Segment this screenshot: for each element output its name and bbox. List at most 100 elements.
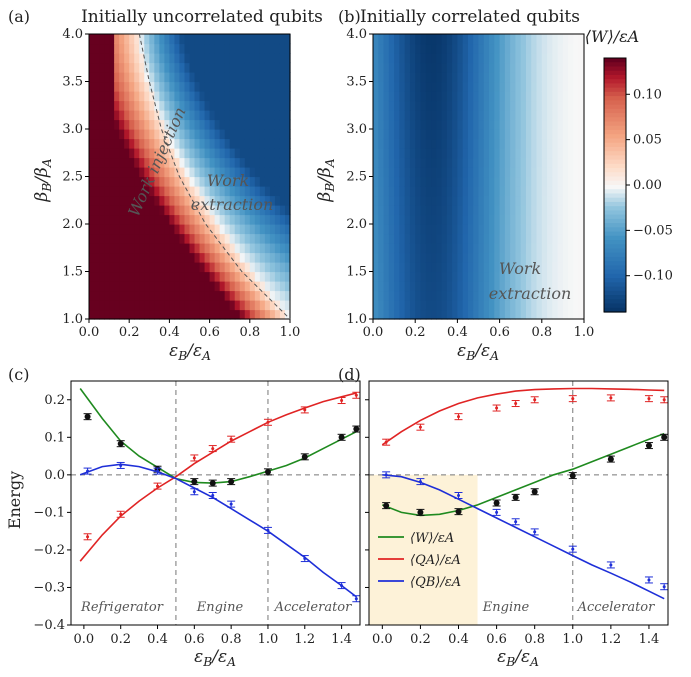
heatmap-cell xyxy=(134,81,140,92)
heatmap-cell xyxy=(541,148,548,159)
heatmap-cell xyxy=(164,100,171,111)
heatmap-cell xyxy=(457,167,464,178)
heatmap-cell xyxy=(269,214,276,225)
heatmap-cell xyxy=(541,100,548,111)
heatmap-cell xyxy=(467,119,474,130)
heatmap-cell xyxy=(420,43,427,54)
heatmap-cell xyxy=(378,148,385,159)
heatmap-cell xyxy=(169,72,176,83)
heatmap-cell xyxy=(420,129,427,140)
heatmap-cell xyxy=(264,233,271,244)
heatmap-cell xyxy=(219,214,226,225)
heatmap-cell xyxy=(547,62,553,73)
heatmap-cell xyxy=(209,81,216,92)
heatmap-cell xyxy=(194,290,201,301)
heatmap-cell xyxy=(420,252,427,263)
heatmap-cell xyxy=(124,205,130,216)
heatmap-cell xyxy=(415,205,422,216)
heatmap-cell xyxy=(373,243,379,254)
heatmap-cell xyxy=(139,167,145,178)
heatmap-cell xyxy=(194,214,201,225)
heatmap-cell xyxy=(204,62,211,73)
heatmap-cell xyxy=(489,309,495,320)
colorbar-segment xyxy=(604,282,626,288)
heatmap-cell xyxy=(483,148,490,159)
heatmap-cell xyxy=(441,233,448,244)
heatmap-cell xyxy=(483,53,490,64)
heatmap-cell xyxy=(124,224,130,235)
colorbar-segment xyxy=(604,142,626,148)
heatmap-cell xyxy=(234,252,241,263)
heatmap-cell xyxy=(394,81,400,92)
heatmap-cell xyxy=(494,290,501,301)
heatmap-cell xyxy=(536,148,543,159)
heatmap-cell xyxy=(467,100,474,111)
heatmap-cell xyxy=(457,224,464,235)
heatmap-cell xyxy=(264,309,271,320)
heatmap-cell xyxy=(562,186,569,197)
heatmap-cell xyxy=(383,243,390,254)
heatmap-cell xyxy=(431,110,437,121)
heatmap-cell xyxy=(174,195,181,206)
heatmap-cell xyxy=(425,167,432,178)
heatmap-cell xyxy=(383,157,390,168)
heatmap-cell xyxy=(452,214,459,225)
heatmap-cell xyxy=(254,252,261,263)
heatmap-cell xyxy=(129,34,135,45)
heatmap-cell xyxy=(139,129,145,140)
heatmap-cell xyxy=(489,290,495,301)
heatmap-cell xyxy=(109,43,115,54)
heatmap-cell xyxy=(124,129,130,140)
heatmap-cell xyxy=(573,262,580,273)
heatmap-cell xyxy=(179,43,186,54)
heatmap-cell xyxy=(169,214,176,225)
heatmap-cell xyxy=(473,205,480,216)
heatmap-cell xyxy=(164,309,171,320)
heatmap-cell xyxy=(244,119,251,130)
heatmap-cell xyxy=(557,205,564,216)
heatmap-cell xyxy=(174,43,181,54)
heatmap-cell xyxy=(457,72,464,83)
heatmap-cell xyxy=(404,43,411,54)
heatmap-cell xyxy=(259,300,266,311)
heatmap-cell xyxy=(189,129,196,140)
heatmap-cell xyxy=(541,309,548,320)
heatmap-cell xyxy=(536,205,543,216)
heatmap-cell xyxy=(494,100,501,111)
heatmap-cell xyxy=(134,110,140,121)
heatmap-cell xyxy=(174,110,181,121)
heatmap-cell xyxy=(520,300,527,311)
colorbar-segment xyxy=(604,231,626,237)
heatmap-cell xyxy=(169,157,176,168)
heatmap-cell xyxy=(536,186,543,197)
heatmap-cell xyxy=(536,62,543,73)
heatmap-cell xyxy=(229,243,236,254)
heatmap-cell xyxy=(420,148,427,159)
heatmap-cell xyxy=(214,243,221,254)
heatmap-cell xyxy=(229,72,236,83)
heatmap-cell xyxy=(568,252,575,263)
heatmap-cell xyxy=(224,224,231,235)
heatmap-cell xyxy=(573,119,580,130)
y-tick-label: −0.2 xyxy=(33,543,65,558)
heatmap-cell xyxy=(89,91,95,102)
heatmap-cell xyxy=(104,148,110,159)
heatmap-cell xyxy=(499,148,506,159)
heatmap-cell xyxy=(179,224,186,235)
heatmap-cell xyxy=(473,224,480,235)
heatmap-cell xyxy=(510,110,517,121)
heatmap-cell xyxy=(184,34,191,45)
heatmap-cell xyxy=(239,72,246,83)
heatmap-cell xyxy=(504,129,511,140)
heatmap-cell xyxy=(164,81,171,92)
heatmap-cell xyxy=(279,195,286,206)
heatmap-cell xyxy=(504,233,511,244)
colorbar-segment xyxy=(604,218,626,224)
heatmap-cell xyxy=(149,224,155,235)
heatmap-cell xyxy=(169,100,176,111)
heatmap-cell xyxy=(94,309,100,320)
heatmap-cell xyxy=(473,186,480,197)
heatmap-cell xyxy=(520,53,527,64)
heatmap-cell xyxy=(483,214,490,225)
heatmap-cell xyxy=(89,100,95,111)
